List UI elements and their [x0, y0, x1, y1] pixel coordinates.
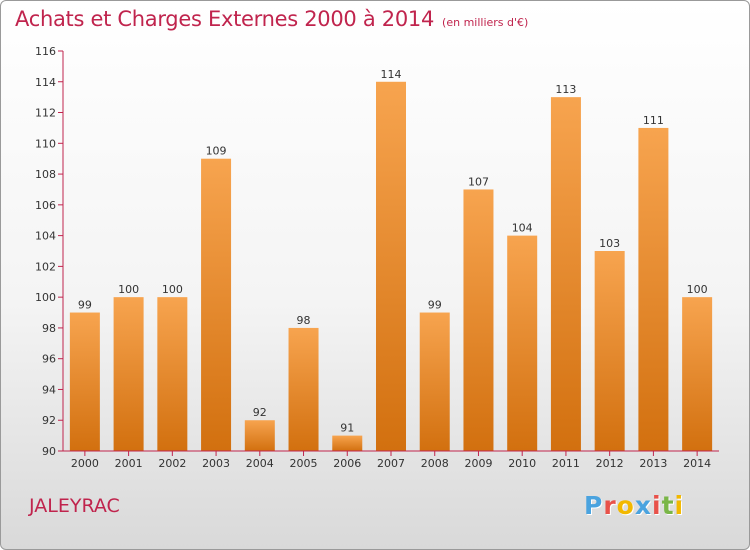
bar-2011: [550, 97, 581, 452]
x-tick-label: 2001: [115, 457, 143, 470]
x-tick-label: 2008: [421, 457, 449, 470]
commune-name: JALEYRAC: [29, 495, 120, 517]
x-tick-label: 2014: [683, 457, 711, 470]
y-tick-label: 112: [35, 107, 56, 120]
x-tick-label: 2006: [333, 457, 361, 470]
x-tick-label: 2007: [377, 457, 405, 470]
bar-value-label: 98: [297, 314, 311, 327]
logo-letter: i: [674, 491, 685, 520]
chart-title: Achats et Charges Externes 2000 à 2014 (e…: [15, 7, 528, 31]
bar-value-label: 109: [206, 145, 227, 158]
bar-value-label: 111: [643, 114, 664, 127]
bar-2010: [507, 235, 538, 451]
bar-value-label: 104: [512, 222, 533, 235]
logo-letter: i: [652, 491, 662, 520]
y-tick-label: 110: [35, 137, 56, 150]
y-tick-label: 94: [42, 383, 56, 396]
y-axis: 90 92 94 96 98 100 102 104 106 108 110 112 114 116: [35, 45, 64, 458]
bar-2012: [594, 251, 625, 451]
y-tick-label: 92: [42, 414, 56, 427]
logo-letter: r: [603, 491, 617, 520]
bar-value-label: 113: [555, 83, 576, 96]
bar-2003: [201, 158, 232, 451]
x-tick-label: 2000: [71, 457, 99, 470]
bar-value-label: 100: [687, 283, 708, 296]
x-tick-label: 2011: [552, 457, 580, 470]
logo-letter: x: [634, 491, 652, 520]
bar-value-label: 100: [118, 283, 139, 296]
bar-2004: [244, 420, 275, 451]
x-tick-label: 2003: [202, 457, 230, 470]
y-tick-label: 114: [35, 76, 56, 89]
bar-2005: [288, 327, 319, 451]
proxiti-logo: Proxiti: [584, 491, 684, 520]
bar-value-label: 107: [468, 175, 489, 188]
x-tick-label: 2005: [290, 457, 318, 470]
bar-2007: [376, 81, 406, 452]
bar-2009: [463, 189, 494, 451]
logo-letter: P: [584, 491, 604, 520]
bar-2013: [638, 127, 669, 451]
y-tick-label: 90: [42, 445, 56, 458]
y-tick-label: 98: [42, 322, 56, 335]
chart-title-text: Achats et Charges Externes 2000 à 2014: [15, 7, 435, 31]
y-tick-label: 116: [35, 45, 56, 58]
bar-2008: [419, 312, 450, 451]
bar-2006: [332, 435, 363, 451]
x-tick-label: 2004: [246, 457, 274, 470]
bar-value-label: 92: [253, 406, 267, 419]
x-tick-label: 2010: [508, 457, 536, 470]
logo-letter: o: [616, 491, 635, 520]
y-tick-label: 104: [35, 230, 56, 243]
bar-value-label: 99: [428, 299, 442, 312]
x-tick-label: 2009: [464, 457, 492, 470]
bar-2000: [69, 312, 100, 451]
x-tick-label: 2013: [639, 457, 667, 470]
bars: 99 100 100 109 92 98 91 114 99 107 104 113 103 111 100: [69, 68, 713, 452]
y-tick-label: 100: [35, 291, 56, 304]
bar-value-label: 114: [381, 68, 402, 81]
bar-chart: 90 92 94 96 98 100 102 104 106 108 110 112 114 116 99…: [35, 45, 719, 470]
bar-2014: [682, 297, 713, 451]
y-tick-label: 96: [42, 353, 56, 366]
bar-value-label: 103: [599, 237, 620, 250]
logo-letter: t: [661, 491, 675, 520]
y-tick-label: 108: [35, 168, 56, 181]
bar-2001: [113, 297, 144, 451]
x-tick-label: 2002: [158, 457, 186, 470]
bar-2002: [157, 297, 188, 451]
y-tick-label: 106: [35, 199, 56, 212]
chart-subtitle: (en milliers d'€): [442, 16, 529, 29]
bar-value-label: 91: [340, 422, 354, 435]
bar-value-label: 100: [162, 283, 183, 296]
x-axis: 2000 2001 2002 2003 2004 2005 2006 2007 2008 2009…: [63, 450, 719, 470]
y-tick-label: 102: [35, 260, 56, 273]
x-tick-label: 2012: [596, 457, 624, 470]
bar-value-label: 99: [78, 299, 92, 312]
